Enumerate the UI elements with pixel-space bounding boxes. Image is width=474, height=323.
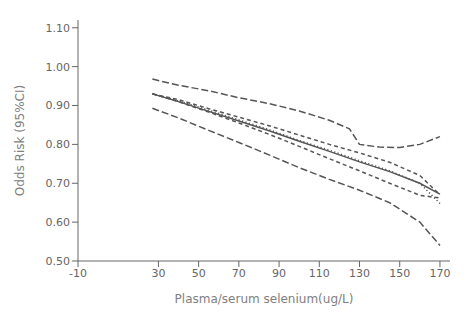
svg-text:1.10: 1.10 bbox=[46, 22, 71, 35]
svg-text:170: 170 bbox=[429, 267, 450, 280]
svg-text:0.70: 0.70 bbox=[46, 177, 71, 190]
svg-text:110: 110 bbox=[309, 267, 330, 280]
svg-text:30: 30 bbox=[151, 267, 165, 280]
svg-text:50: 50 bbox=[192, 267, 206, 280]
svg-text:1.00: 1.00 bbox=[46, 61, 71, 74]
svg-text:Plasma/serum selenium(ug/L): Plasma/serum selenium(ug/L) bbox=[175, 292, 354, 306]
svg-text:70: 70 bbox=[232, 267, 246, 280]
svg-text:150: 150 bbox=[389, 267, 410, 280]
svg-text:0.60: 0.60 bbox=[46, 216, 71, 229]
svg-text:0.50: 0.50 bbox=[46, 255, 71, 268]
svg-text:Odds Risk (95%CI): Odds Risk (95%CI) bbox=[13, 85, 27, 196]
svg-text:130: 130 bbox=[349, 267, 370, 280]
svg-text:-10: -10 bbox=[69, 267, 87, 280]
svg-text:90: 90 bbox=[272, 267, 286, 280]
svg-text:0.90: 0.90 bbox=[46, 99, 71, 112]
svg-text:0.80: 0.80 bbox=[46, 138, 71, 151]
